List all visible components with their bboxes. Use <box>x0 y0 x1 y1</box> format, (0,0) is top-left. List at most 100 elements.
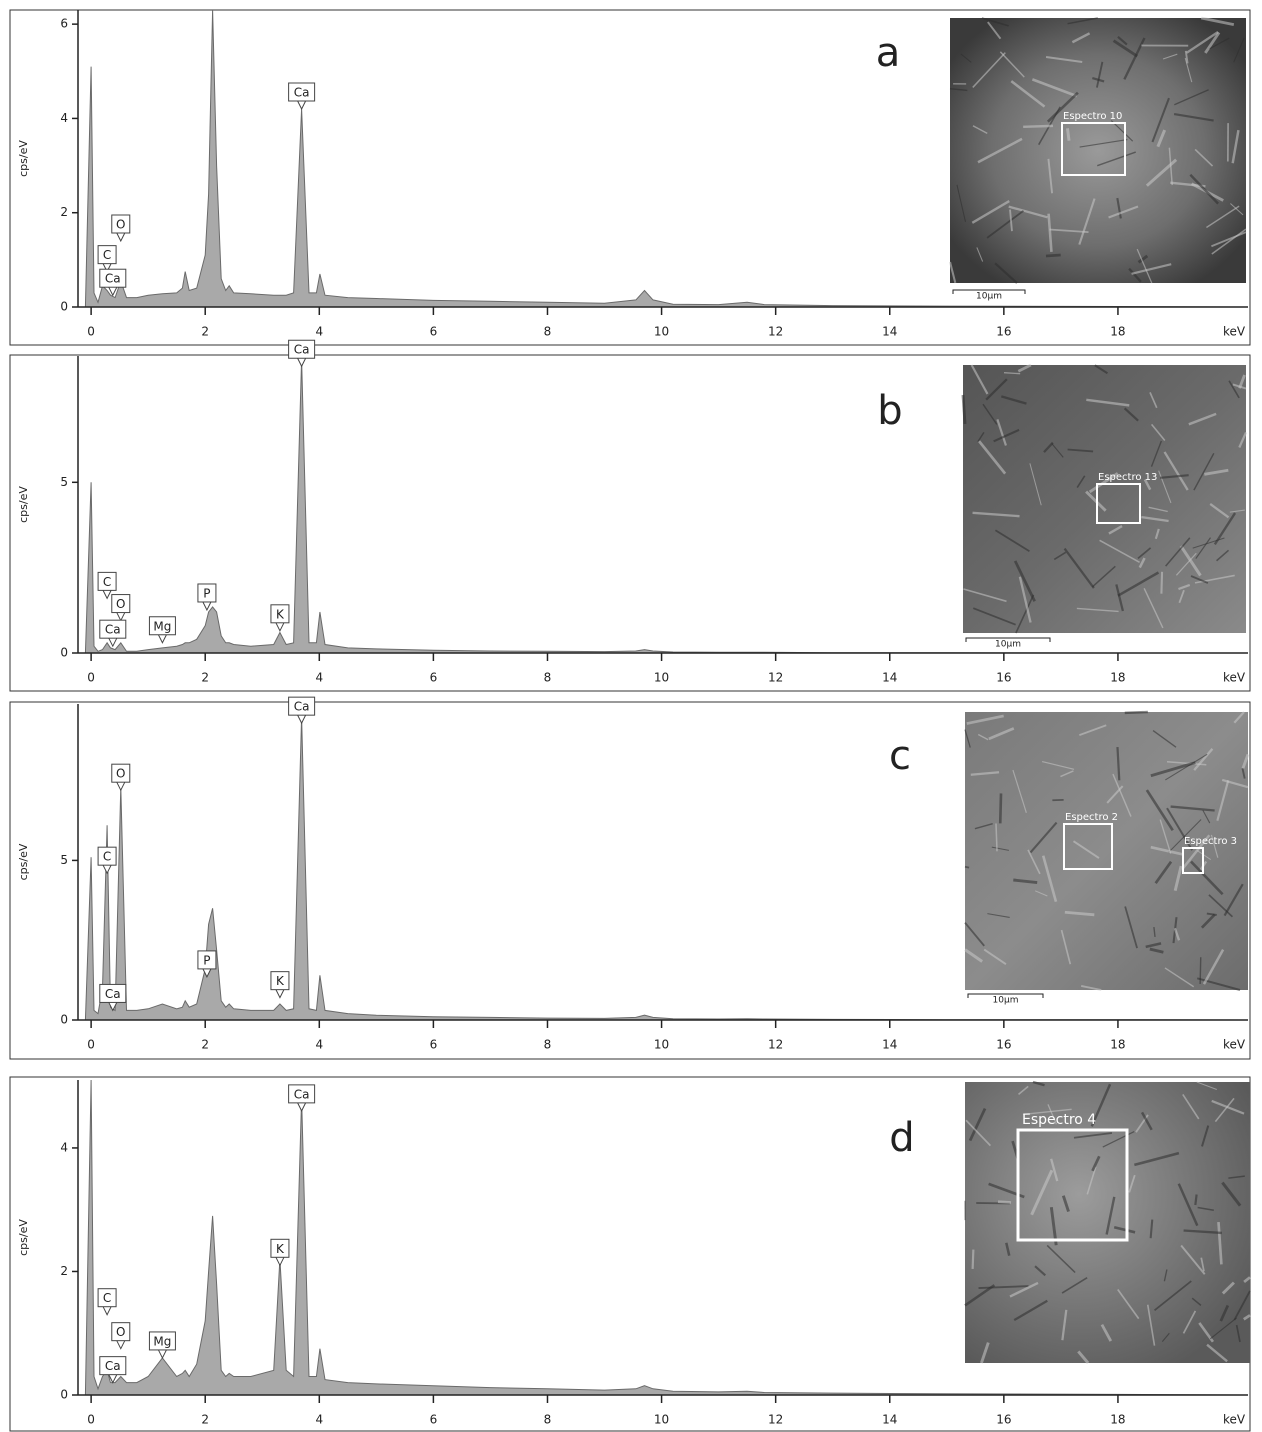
peak-label: C <box>103 248 111 262</box>
y-tick-label: 4 <box>60 111 68 125</box>
peak-label: C <box>103 1291 111 1305</box>
sem-texture <box>1161 572 1162 594</box>
peak-pointer <box>298 1103 306 1111</box>
y-tick-label: 0 <box>60 1013 68 1027</box>
peak-label: O <box>116 1325 125 1339</box>
y-tick-label: 0 <box>60 300 68 314</box>
peak-pointer <box>298 715 306 723</box>
panel-letter: c <box>889 733 911 779</box>
region-label: Espectro 3 <box>1184 836 1237 847</box>
y-axis-label: cps/eV <box>17 843 30 880</box>
peak-label: O <box>116 767 125 781</box>
panel-letter: a <box>876 30 901 76</box>
x-tick-label: 12 <box>768 671 783 685</box>
x-tick-label: 8 <box>544 1038 552 1052</box>
peak-label: P <box>203 953 210 967</box>
x-tick-label: 6 <box>430 671 438 685</box>
peak-pointer <box>109 638 117 646</box>
sem-texture <box>1195 1195 1196 1206</box>
scale-bar-label: 10µm <box>995 640 1021 650</box>
x-tick-label: 12 <box>768 1038 783 1052</box>
y-tick-label: 2 <box>60 1264 68 1278</box>
sem-texture <box>963 395 965 424</box>
peak-pointer <box>117 1341 125 1349</box>
peak-label: Mg <box>153 619 171 633</box>
sem-texture <box>1207 914 1217 915</box>
x-axis-label: keV <box>1223 1038 1246 1052</box>
region-label: Espectro 4 <box>1022 1112 1096 1128</box>
y-tick-label: 4 <box>60 1140 68 1154</box>
x-tick-label: 4 <box>315 1038 323 1052</box>
sem-texture <box>1046 255 1061 256</box>
peak-label: K <box>276 974 285 988</box>
panel-letter: d <box>889 1115 914 1161</box>
sem-texture <box>1200 957 1201 984</box>
x-tick-label: 18 <box>1110 325 1125 339</box>
y-axis-label: cps/eV <box>17 486 30 523</box>
x-axis-label: keV <box>1223 325 1246 339</box>
y-axis-label: cps/eV <box>17 1219 30 1256</box>
sem-texture <box>1125 712 1148 713</box>
x-tick-label: 12 <box>768 1413 783 1427</box>
x-tick-label: 8 <box>544 1413 552 1427</box>
region-label: Espectro 2 <box>1065 812 1118 823</box>
y-axis-label: cps/eV <box>17 140 30 177</box>
x-tick-label: 10 <box>654 671 669 685</box>
x-tick-label: 2 <box>201 1413 209 1427</box>
peak-pointer <box>276 990 284 998</box>
peak-pointer <box>103 865 111 873</box>
x-tick-label: 18 <box>1110 671 1125 685</box>
x-tick-label: 8 <box>544 671 552 685</box>
x-tick-label: 14 <box>882 1413 897 1427</box>
y-tick-label: 5 <box>60 853 68 867</box>
x-tick-label: 10 <box>654 1413 669 1427</box>
sem-texture <box>1023 126 1053 127</box>
peak-label: Ca <box>105 987 121 1001</box>
sem-image <box>965 712 1248 990</box>
peak-pointer <box>276 1257 284 1265</box>
sem-texture <box>996 823 997 851</box>
peak-label: P <box>203 586 210 600</box>
region-label: Espectro 10 <box>1063 111 1122 122</box>
x-tick-label: 16 <box>996 671 1011 685</box>
y-tick-label: 0 <box>60 646 68 660</box>
x-tick-label: 0 <box>87 1413 95 1427</box>
peak-label: K <box>276 1242 285 1256</box>
peak-label: K <box>276 607 285 621</box>
y-tick-label: 2 <box>60 205 68 219</box>
x-tick-label: 2 <box>201 325 209 339</box>
x-tick-label: 18 <box>1110 1413 1125 1427</box>
peak-label: C <box>103 850 111 864</box>
eds-figure: 0 2 4 6 0 2 4 6 8 10 12 14 16 18 keV cps/eV Ca O C Ca a Espec… <box>0 0 1262 1432</box>
x-tick-label: 10 <box>654 325 669 339</box>
x-tick-label: 14 <box>882 1038 897 1052</box>
scale-bar-label: 10µm <box>976 292 1002 302</box>
y-tick-label: 0 <box>60 1388 68 1402</box>
peak-pointer <box>117 613 125 621</box>
x-tick-label: 6 <box>430 1038 438 1052</box>
peak-pointer <box>203 602 211 610</box>
peak-label: Ca <box>105 272 121 286</box>
x-tick-label: 0 <box>87 671 95 685</box>
sem-texture <box>973 1250 974 1269</box>
x-tick-label: 0 <box>87 325 95 339</box>
sem-image <box>965 1082 1250 1363</box>
sem-image <box>950 18 1246 283</box>
sem-texture <box>965 867 969 868</box>
x-tick-label: 16 <box>996 1413 1011 1427</box>
x-tick-label: 6 <box>430 1413 438 1427</box>
region-label: Espectro 13 <box>1098 472 1157 483</box>
x-tick-label: 16 <box>996 1038 1011 1052</box>
panel-letter: b <box>877 388 902 434</box>
peak-pointer <box>117 233 125 241</box>
x-tick-label: 4 <box>315 1413 323 1427</box>
x-tick-label: 2 <box>201 1038 209 1052</box>
peak-label: Ca <box>294 700 310 714</box>
peak-pointer <box>103 1307 111 1315</box>
peak-pointer <box>158 635 166 643</box>
peak-label: O <box>116 218 125 232</box>
sem-texture <box>998 1202 1011 1203</box>
page: 0 2 4 6 0 2 4 6 8 10 12 14 16 18 keV cps/eV Ca O C Ca a Espec… <box>0 0 1262 1432</box>
peak-pointer <box>158 1350 166 1358</box>
x-tick-label: 4 <box>315 325 323 339</box>
